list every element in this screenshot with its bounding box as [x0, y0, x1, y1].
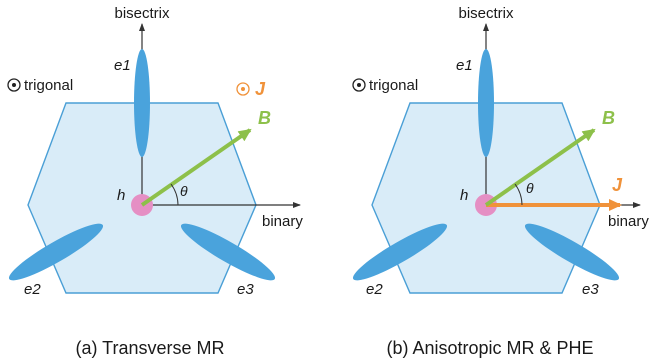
e2-label: e2	[366, 281, 383, 298]
trigonal-label: trigonal	[24, 77, 73, 94]
trigonal-dot-icon	[352, 78, 366, 92]
J-out-of-plane-icon	[236, 82, 250, 96]
electron-pocket-e2	[8, 223, 104, 281]
binary-label: binary	[262, 213, 303, 230]
electron-pocket-e1	[134, 49, 150, 157]
theta-label: θ	[180, 183, 188, 199]
panel-b: bisectrix binary e1 e2 e3 h J B θ trigon…	[352, 5, 649, 358]
B-field-arrow	[484, 128, 596, 207]
e2-label: e2	[24, 281, 41, 298]
e1-label: e1	[114, 57, 131, 74]
B-field-arrow	[140, 128, 252, 207]
hole-label: h	[460, 187, 468, 204]
J-label: J	[255, 79, 266, 99]
theta-label: θ	[526, 180, 534, 196]
theta-arc	[514, 183, 523, 206]
trigonal-dot-icon	[7, 78, 21, 92]
electron-pocket-e3	[524, 223, 620, 281]
binary-label: binary	[608, 213, 649, 230]
electron-pocket-e1	[478, 49, 494, 157]
theta-arc	[170, 183, 179, 206]
B-label: B	[258, 108, 271, 128]
caption-a: (a) Transverse MR	[75, 338, 224, 358]
caption-b: (b) Anisotropic MR & PHE	[386, 338, 593, 358]
e3-label: e3	[582, 281, 599, 298]
bisectrix-label: bisectrix	[458, 5, 514, 22]
panel-a: bisectrix binary e1 e2 e3 h B θ trigonal…	[7, 5, 303, 358]
hole-label: h	[117, 187, 125, 204]
e3-label: e3	[237, 281, 254, 298]
e1-label: e1	[456, 57, 473, 74]
B-label: B	[602, 108, 615, 128]
J-label: J	[612, 175, 623, 195]
electron-pocket-e2	[352, 223, 448, 281]
bisectrix-label: bisectrix	[114, 5, 170, 22]
electron-pocket-e3	[180, 223, 276, 281]
trigonal-label: trigonal	[369, 77, 418, 94]
